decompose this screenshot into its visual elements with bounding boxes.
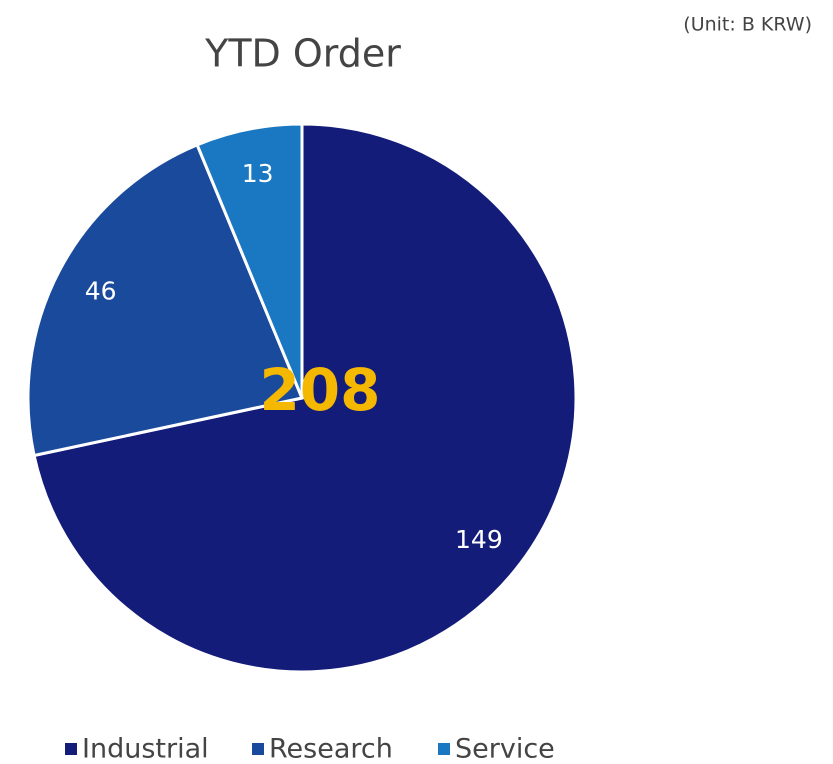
legend-label: Research xyxy=(269,734,393,764)
legend-label: Industrial xyxy=(82,734,209,764)
legend-label: Service xyxy=(455,734,555,764)
legend-swatch xyxy=(438,743,450,755)
center-label: 208 xyxy=(259,356,380,424)
data-label: 149 xyxy=(455,525,503,554)
legend-swatch xyxy=(252,743,264,755)
data-label: 13 xyxy=(242,159,274,188)
pie-slice xyxy=(195,122,304,399)
unit-note: (Unit: B KRW) xyxy=(683,14,812,36)
pie-slice xyxy=(32,122,578,674)
legend-swatch xyxy=(65,743,77,755)
chart-title: YTD Order xyxy=(204,32,401,76)
data-label: 46 xyxy=(85,276,117,305)
pie-slice xyxy=(26,142,305,458)
